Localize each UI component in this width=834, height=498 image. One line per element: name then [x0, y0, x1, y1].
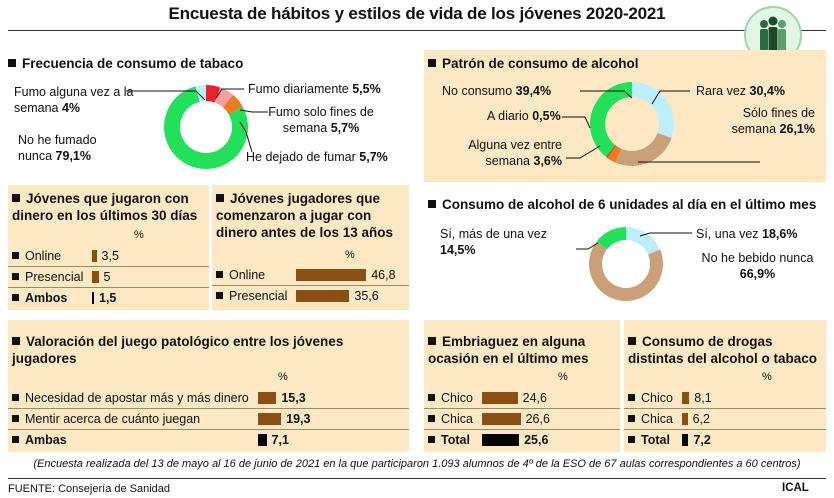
bar-category-label: Ambas — [25, 433, 67, 447]
bar-row: Chico 24,6 — [424, 388, 620, 408]
footer-rule — [8, 478, 826, 479]
bar — [682, 392, 689, 404]
bar-value-label: 8,1 — [694, 391, 711, 405]
bar-category-label: Chica — [641, 412, 673, 426]
bar-value-label: 6,2 — [693, 412, 710, 426]
bullet-icon — [428, 415, 435, 422]
drunkenness-title: Embriaguez en alguna ocasión en el últim… — [428, 333, 618, 367]
pathological-bars: Necesidad de apostar más y más dinero 15,… — [8, 388, 409, 450]
bullet-icon — [12, 415, 19, 422]
bar-category-label: Chico — [641, 391, 673, 405]
drugs-unit: % — [762, 371, 772, 383]
bullet-icon — [628, 415, 635, 422]
agency-label: ICAL — [782, 482, 809, 494]
survey-footnote: (Encuesta realizada del 13 de mayo al 16… — [0, 458, 834, 470]
source-label: FUENTE: Consejería de Sanidad — [8, 483, 170, 495]
bar — [482, 392, 518, 404]
bar-category-label: Total — [641, 433, 670, 447]
bullet-icon — [428, 394, 435, 401]
bar-category-label: Total — [441, 433, 470, 447]
bar — [258, 413, 281, 425]
bar-row: Ambas 7,1 — [8, 430, 409, 450]
bar-category-label: Chico — [441, 391, 473, 405]
bar — [482, 413, 521, 425]
drunkenness-bars: Chico 24,6 Chica 26,6 Total 25,6 — [424, 388, 620, 450]
bar — [258, 434, 267, 446]
bar-value-label: 26,6 — [526, 412, 550, 426]
bullet-icon — [628, 394, 635, 401]
bar — [258, 392, 276, 404]
drugs-bars: Chico 8,1 Chica 6,2 Total 7,2 — [624, 388, 826, 450]
bar-value-label: 7,2 — [693, 433, 710, 447]
bar-row: Total 7,2 — [624, 430, 826, 450]
bar — [682, 434, 688, 446]
pathological-unit: % — [278, 371, 288, 383]
pathological-title: Valoración del juego patológico entre lo… — [12, 333, 402, 367]
bullet-icon — [12, 436, 19, 443]
bullet-icon — [12, 394, 19, 401]
bar-row: Chica 26,6 — [424, 409, 620, 429]
bar-category-label: Mentir acerca de cuánto juegan — [25, 412, 200, 426]
bar-row: Mentir acerca de cuánto juegan 19,3 — [8, 409, 409, 429]
bar-value-label: 19,3 — [286, 412, 310, 426]
bar-value-label: 24,6 — [523, 391, 547, 405]
bar-row: Chico 8,1 — [624, 388, 826, 408]
bar-row: Total 25,6 — [424, 430, 620, 450]
bar-row: Chica 6,2 — [624, 409, 826, 429]
bar — [482, 434, 519, 446]
bar-category-label: Chica — [441, 412, 473, 426]
bar-value-label: 25,6 — [524, 433, 548, 447]
bullet-icon — [628, 436, 635, 443]
drugs-title: Consumo de drogas distintas del alcohol … — [628, 333, 824, 367]
bullet-icon — [428, 436, 435, 443]
bar-row: Necesidad de apostar más y más dinero 15,… — [8, 388, 409, 408]
drunkenness-unit: % — [558, 371, 568, 383]
bar-category-label: Necesidad de apostar más y más dinero — [25, 391, 249, 405]
bar-value-label: 7,1 — [272, 433, 289, 447]
bar-value-label: 15,3 — [281, 391, 305, 405]
binge-leaders — [0, 0, 834, 320]
bar — [682, 413, 688, 425]
